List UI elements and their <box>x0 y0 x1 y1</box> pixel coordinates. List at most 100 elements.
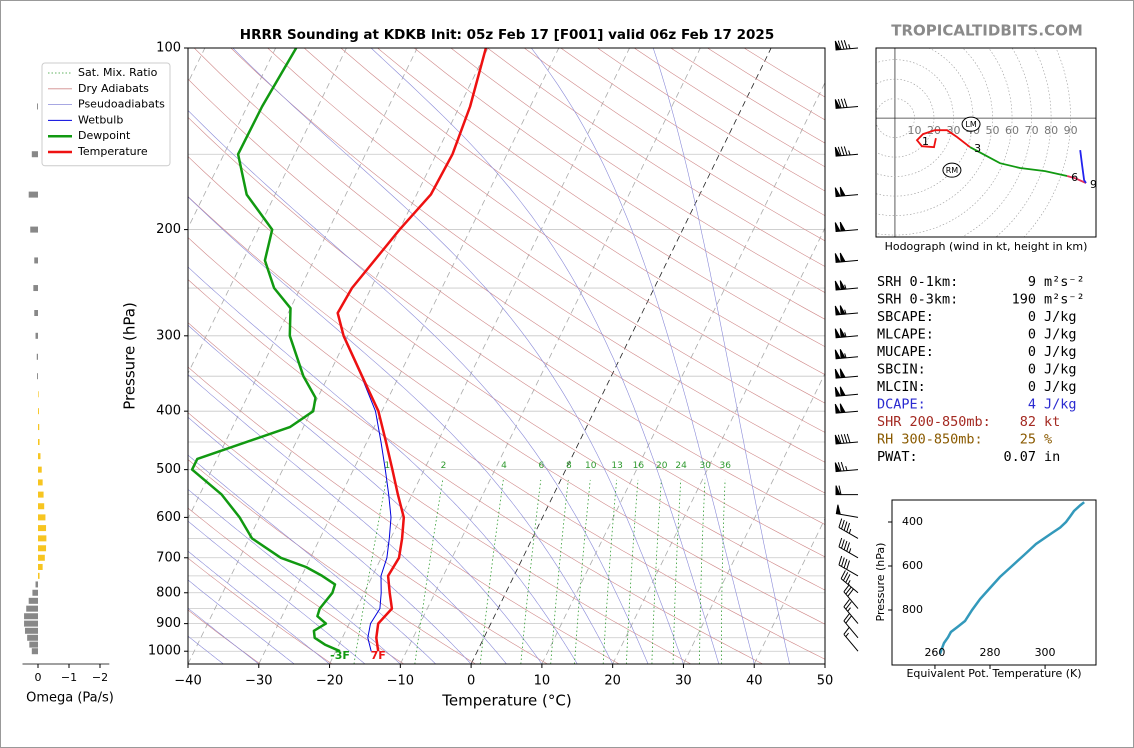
dry-adiabat <box>188 609 261 664</box>
omega-bar <box>29 641 38 648</box>
legend-label: Sat. Mix. Ratio <box>78 66 158 79</box>
isotherm <box>470 48 772 664</box>
isotherm <box>399 48 701 664</box>
pseudoadiabat <box>188 550 330 664</box>
index-unit: J/kg <box>1044 379 1077 395</box>
chart-title: HRRR Sounding at KDKB Init: 05z Feb 17 [… <box>240 27 774 43</box>
mixing-ratio-label: 16 <box>633 461 645 471</box>
plot-frame <box>187 47 826 665</box>
hodo-ring-label: 10 <box>907 124 921 137</box>
omega-bar <box>28 597 38 604</box>
y-tick-label: 600 <box>156 510 181 525</box>
wind-barb <box>840 570 859 594</box>
omega-bar <box>27 634 38 641</box>
wind-barb <box>834 280 859 291</box>
omega-bar <box>38 514 46 521</box>
theta-e-line <box>938 501 1085 655</box>
index-value: 0.07 <box>1003 449 1036 465</box>
isotherm <box>541 81 825 664</box>
legend-label: Temperature <box>77 145 148 158</box>
storm-motion-marker <box>961 116 981 132</box>
mixing-ratio-label: 8 <box>566 461 572 471</box>
index-unit: J/kg <box>1044 309 1077 325</box>
dry-adiabat <box>193 48 825 494</box>
omega-bar <box>38 466 42 473</box>
theta-e-x-label: Equivalent Pot. Temperature (K) <box>906 667 1081 680</box>
dry-adiabat <box>188 279 763 664</box>
surface-label: 7F <box>371 649 386 662</box>
y-tick-label: 200 <box>156 222 181 237</box>
wind-barb <box>834 461 859 473</box>
hodo-ring-label: 70 <box>1025 124 1039 137</box>
hodo-trace <box>1079 149 1087 184</box>
omega-bar <box>24 613 38 620</box>
omega-bar <box>38 554 45 561</box>
x-tick-label: 20 <box>604 674 621 689</box>
isotherm <box>683 372 825 664</box>
hodo-ring-label: 90 <box>1064 124 1078 137</box>
index-unit: J/kg <box>1044 397 1077 413</box>
theta-e-y-tick-label: 800 <box>902 603 923 616</box>
mixing-ratio-label: 2 <box>441 461 447 471</box>
y-tick-label: 800 <box>156 585 181 600</box>
y-tick-label: 400 <box>156 404 181 419</box>
dry-adiabat <box>304 48 825 404</box>
mixing-ratio-label: 4 <box>501 461 507 471</box>
wind-barb <box>838 555 859 577</box>
theta-e-x-tick-label: 300 <box>1035 646 1056 659</box>
omega-bar <box>38 503 45 510</box>
pseudoadiabat <box>188 416 472 664</box>
mixing-ratio-label: 13 <box>611 461 622 471</box>
x-tick-label: 30 <box>675 674 692 689</box>
theta-e-y-label: Pressure (hPa) <box>874 543 887 622</box>
wind-barb <box>834 186 859 198</box>
mixing-ratio-line <box>626 479 639 664</box>
pseudoadiabat <box>188 110 649 664</box>
x-tick-label: −10 <box>387 674 414 689</box>
wind-barb <box>834 349 859 360</box>
index-value: 0 <box>1028 362 1036 378</box>
storm-motion-marker <box>942 162 962 178</box>
omega-bar <box>35 332 38 339</box>
index-unit: kt <box>1044 414 1060 430</box>
legend-label: Dewpoint <box>78 129 131 142</box>
y-tick-label: 1000 <box>148 644 181 659</box>
x-tick-label: −30 <box>245 674 272 689</box>
dry-adiabat <box>267 48 825 433</box>
wind-barb <box>843 584 859 609</box>
wind-barb <box>834 252 859 263</box>
wind-barb <box>843 599 859 624</box>
hodo-trace <box>969 146 1068 177</box>
profile-line <box>190 48 341 653</box>
x-tick-label: 10 <box>534 674 551 689</box>
dry-adiabat <box>188 78 825 525</box>
profile-line <box>336 48 488 652</box>
omega-bar <box>31 648 38 655</box>
pseudoadiabat <box>188 374 507 664</box>
wind-barb <box>834 305 859 316</box>
omega-bar <box>36 353 38 360</box>
omega-bar <box>26 605 38 612</box>
index-label: DCAPE: <box>877 397 926 413</box>
dry-adiabat <box>188 237 825 660</box>
omega-bar <box>38 572 40 579</box>
mixing-ratio-line <box>602 479 617 664</box>
index-label: RH 300-850mb: <box>877 432 983 448</box>
index-unit: m²s⁻² <box>1044 274 1085 290</box>
wind-barb <box>838 537 859 559</box>
theta-e-y-tick-label: 400 <box>902 515 923 528</box>
hodo-ring-label: 30 <box>946 124 960 137</box>
hodo-height-label: 9 <box>1090 178 1097 191</box>
legend-label: Pseudoadiabats <box>78 98 165 111</box>
isotherm <box>258 48 560 664</box>
legend-label: Dry Adiabats <box>78 82 149 95</box>
wind-barb <box>834 221 859 233</box>
index-label: SRH 0-3km: <box>877 292 958 308</box>
omega-bar <box>38 453 41 460</box>
index-unit: in <box>1044 449 1060 465</box>
legend-label: Wetbulb <box>78 113 123 126</box>
surface-label: -3F <box>330 649 350 662</box>
isotherm <box>612 227 825 664</box>
